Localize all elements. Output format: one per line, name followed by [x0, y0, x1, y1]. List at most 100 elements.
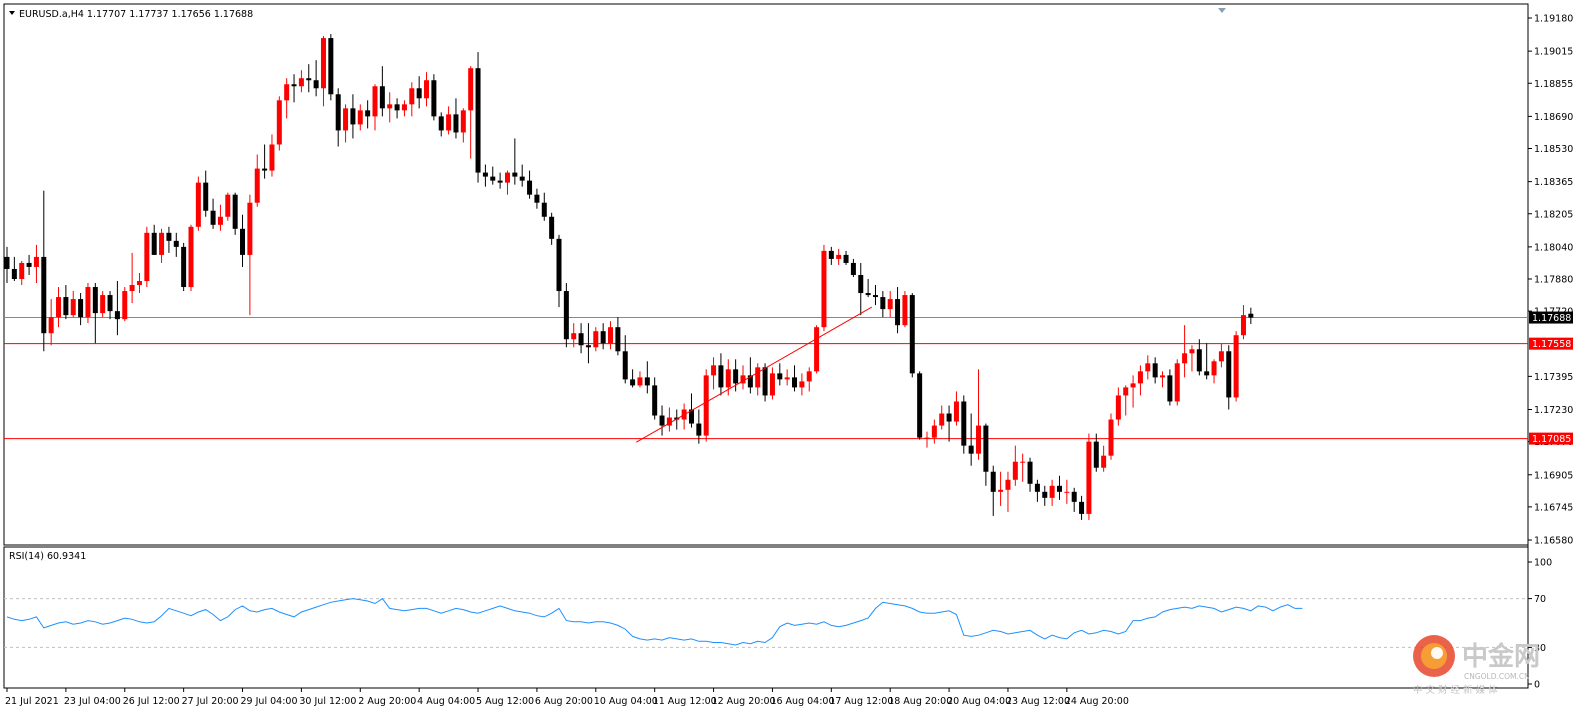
candle-body: [107, 295, 113, 312]
candle-body: [1101, 455, 1107, 468]
candle-body: [872, 295, 878, 298]
time-tick-label: 24 Aug 20:00: [1065, 696, 1129, 707]
candle-body: [431, 80, 437, 117]
candle-body: [541, 202, 547, 217]
time-tick-label: 20 Aug 04:00: [947, 696, 1011, 707]
candle-body: [144, 232, 150, 282]
price-tick-label: 1.17880: [1534, 275, 1573, 286]
time-tick-label: 21 Jul 2021: [5, 696, 59, 707]
rsi-indicator: 100 70 30 0: [4, 558, 1552, 691]
candle-body: [1226, 351, 1232, 398]
candle-body: [622, 351, 628, 380]
candle-body: [1123, 387, 1129, 396]
price-tick-label: 1.16745: [1534, 502, 1573, 513]
candle-body: [585, 345, 591, 348]
candle-body: [887, 299, 893, 310]
candle-body: [497, 180, 503, 183]
candle-body: [1042, 491, 1048, 498]
price-tag-label: 1.17688: [1532, 313, 1571, 324]
price-tick-label: 1.18530: [1534, 144, 1573, 155]
candle-body: [519, 176, 525, 181]
candle-body: [92, 287, 98, 314]
price-tick-label: 1.16580: [1534, 536, 1573, 547]
candle-body: [578, 333, 584, 346]
candle-body: [56, 297, 62, 318]
time-tick-label: 4 Aug 04:00: [417, 696, 475, 707]
candle-body: [460, 110, 466, 133]
price-tag-box: [1529, 337, 1573, 350]
candle-body: [1034, 483, 1040, 492]
candle-body: [527, 180, 533, 195]
candle-body: [276, 100, 282, 145]
candle-body: [821, 250, 827, 328]
candle-body: [1248, 313, 1254, 318]
price-tag-box: [1529, 311, 1573, 324]
candle-body: [195, 182, 201, 227]
candle-body: [166, 232, 172, 241]
candle-body: [593, 331, 599, 348]
candle-body: [247, 202, 253, 255]
time-tick-label: 6 Aug 20:00: [535, 696, 593, 707]
candle-body: [114, 311, 120, 320]
candle-body: [953, 401, 959, 422]
candle-body: [85, 287, 91, 318]
candle-body: [225, 194, 231, 217]
candle-body: [1027, 461, 1033, 484]
candle-body: [615, 327, 621, 352]
candle-body: [836, 254, 842, 259]
candle-body: [298, 78, 304, 87]
candle-body: [1079, 501, 1085, 514]
candle-body: [696, 423, 702, 436]
candle-body: [4, 256, 10, 269]
candle-body: [122, 291, 128, 320]
time-tick-label: 30 Jul 12:00: [299, 696, 356, 707]
candle-body: [313, 80, 319, 89]
candle-body: [151, 232, 157, 255]
horizontal-lines: [4, 317, 1528, 440]
candle-body: [335, 94, 341, 131]
price-tick-label: 1.19180: [1534, 14, 1573, 25]
candle-body: [843, 254, 849, 263]
candle-body: [792, 377, 798, 388]
candle-body: [608, 327, 614, 344]
watermark-slogan: 中 文 财 经 新 媒 体: [1413, 684, 1498, 696]
time-tick-label: 2 Aug 20:00: [358, 696, 416, 707]
time-tick-label: 10 Aug 04:00: [594, 696, 658, 707]
candle-body: [534, 194, 540, 203]
candle-body: [556, 238, 562, 292]
candle-body: [549, 216, 555, 239]
candle-body: [931, 425, 937, 438]
candle-body: [1152, 363, 1158, 378]
candle-body: [387, 104, 393, 109]
candle-body: [652, 385, 658, 416]
candle-body: [666, 417, 672, 426]
candle-body: [1108, 419, 1114, 456]
candle-body: [895, 299, 901, 326]
candle-body: [1145, 363, 1151, 372]
candle-body: [129, 285, 135, 292]
candle-body: [990, 471, 996, 492]
candle-body: [1130, 383, 1136, 388]
rsi-label: RSI(14) 60.9341: [9, 551, 86, 562]
chart-shift-marker-icon[interactable]: [1218, 8, 1226, 13]
candle-body: [725, 369, 731, 388]
price-tags: 1.17688 1.17558 1.17085: [1529, 311, 1573, 445]
candle-body: [365, 110, 371, 117]
candle-body: [983, 425, 989, 472]
time-tick-label: 18 Aug 20:00: [888, 696, 952, 707]
candle-body: [320, 38, 326, 89]
price-tick-label: 1.18855: [1534, 79, 1573, 90]
price-tick-label: 1.17230: [1534, 405, 1573, 416]
candle-body: [1137, 371, 1143, 384]
candle-body: [70, 299, 76, 316]
dropdown-triangle-icon[interactable]: [9, 11, 15, 15]
candle-body: [806, 371, 812, 382]
candle-body: [217, 216, 223, 225]
candle-body: [291, 84, 297, 87]
candle-body: [416, 88, 422, 99]
candle-body: [976, 425, 982, 454]
candle-body: [394, 104, 400, 111]
candle-body: [1115, 395, 1121, 420]
candle-body: [1174, 363, 1180, 402]
